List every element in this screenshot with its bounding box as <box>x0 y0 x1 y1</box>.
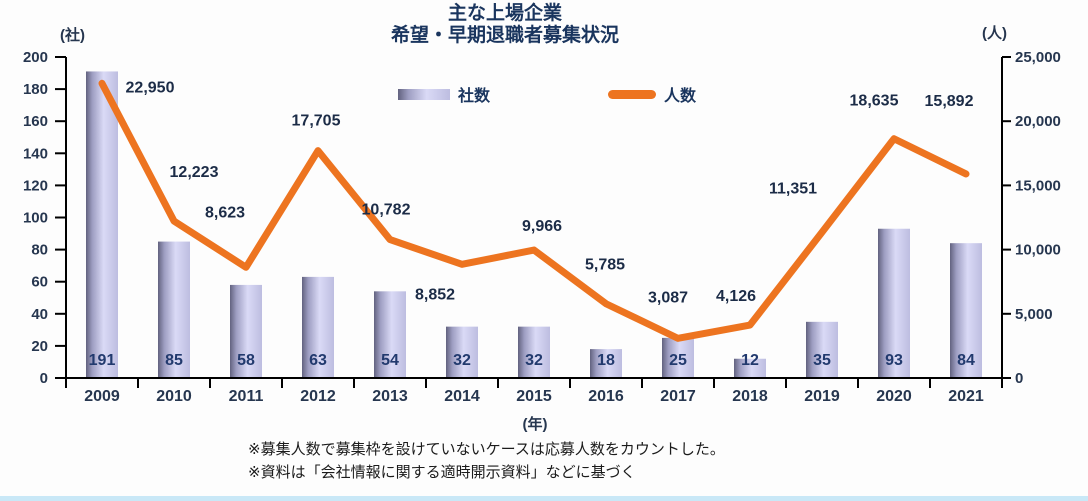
bar-2018 <box>734 358 766 378</box>
x-category-label-2017: 2017 <box>660 388 696 405</box>
point-label-2014: 8,852 <box>415 286 455 303</box>
x-category-label-2011: 2011 <box>229 388 264 405</box>
x-category-label-2020: 2020 <box>876 388 912 405</box>
bar-label-2009: 191 <box>89 352 116 369</box>
legend-label-people: 人数 <box>664 88 697 105</box>
y-left-tick-label: 20 <box>31 338 48 355</box>
x-category-label-2012: 2012 <box>300 388 336 405</box>
point-label-2019: 11,351 <box>769 180 817 197</box>
y-left-tick-label: 160 <box>23 113 48 130</box>
bottom-accent-strip <box>0 496 1088 501</box>
bar-label-2021: 84 <box>957 352 975 369</box>
x-category-label-2015: 2015 <box>516 388 552 405</box>
line-series-people <box>98 79 970 342</box>
point-label-2010: 12,223 <box>170 164 219 181</box>
x-category-label-2009: 2009 <box>84 388 120 405</box>
bar-label-2013: 54 <box>381 352 399 369</box>
bar-label-2017: 25 <box>669 352 687 369</box>
bar-2011 <box>230 284 262 378</box>
footnote-1: ※募集人数で募集枠を設けていないケースは応募人数をカウントした。 <box>248 441 725 458</box>
x-category-label-2018: 2018 <box>732 388 768 405</box>
y-right-tick-label: 0 <box>1015 370 1023 387</box>
point-label-2017: 3,087 <box>648 289 688 306</box>
bar-label-2019: 35 <box>813 352 831 369</box>
point-label-2012: 17,705 <box>292 113 341 130</box>
y-right-tick-label: 25,000 <box>1015 49 1061 66</box>
y-left-tick-label: 60 <box>31 274 48 291</box>
point-label-2011: 8,623 <box>205 204 245 221</box>
bar-2019 <box>806 321 838 378</box>
y-left-tick-label: 180 <box>23 81 48 98</box>
bar-series-swatch-icon <box>398 88 450 100</box>
y-right-tick-label: 15,000 <box>1015 177 1061 194</box>
bar-2012 <box>302 276 334 378</box>
bar-2017 <box>662 337 694 378</box>
point-label-2013: 10,782 <box>362 202 411 219</box>
point-label-2020: 18,635 <box>850 93 899 110</box>
point-label-2015: 9,966 <box>522 218 562 235</box>
bar-2009 <box>86 71 118 378</box>
chart-title-line2: 希望・早期退職者募集状況 <box>390 25 619 46</box>
x-category-label-2019: 2019 <box>804 388 840 405</box>
y-right-tick-label: 20,000 <box>1015 113 1061 130</box>
y-left-tick-label: 0 <box>40 370 48 387</box>
bar-2021 <box>950 243 982 378</box>
point-label-2018: 4,126 <box>716 288 756 305</box>
chart-title-line1: 主な上場企業 <box>447 3 562 24</box>
bar-label-2018: 12 <box>741 352 759 369</box>
bar-label-2015: 32 <box>525 352 543 369</box>
x-category-label-2013: 2013 <box>372 388 408 405</box>
legend-label-companies: 社数 <box>458 88 491 105</box>
bar-2010 <box>158 241 190 378</box>
bar-2020 <box>878 228 910 378</box>
point-label-2016: 5,785 <box>585 257 625 274</box>
bar-label-2016: 18 <box>597 352 615 369</box>
bar-2016 <box>590 349 622 378</box>
y-left-tick-label: 200 <box>23 49 48 66</box>
point-label-2021: 15,892 <box>925 93 974 110</box>
bar-label-2011: 58 <box>237 352 255 369</box>
legend-item-people: 人数 <box>608 84 697 105</box>
x-category-label-2021: 2021 <box>948 388 984 405</box>
right-axis-unit-label: (人) <box>982 25 1007 42</box>
chart-title: 主な上場企業 希望・早期退職者募集状況 <box>0 3 1010 47</box>
y-right-tick-label: 5,000 <box>1015 306 1053 323</box>
bar-2015 <box>518 326 550 378</box>
footnote-2: ※資料は「会社情報に関する適時開示資料」などに基づく <box>248 464 636 481</box>
bar-label-2020: 93 <box>885 352 903 369</box>
bar-2014 <box>446 326 478 378</box>
y-left-tick-label: 120 <box>23 177 48 194</box>
bar-label-2010: 85 <box>165 352 183 369</box>
y-left-tick-label: 40 <box>31 306 48 323</box>
footnotes: ※募集人数で募集枠を設けていないケースは応募人数をカウントした。 ※資料は「会社… <box>248 438 725 484</box>
line-series-swatch-icon <box>608 89 656 99</box>
y-left-tick-label: 140 <box>23 145 48 162</box>
bar-label-2014: 32 <box>453 352 471 369</box>
bar-2013 <box>374 291 406 378</box>
y-left-tick-label: 80 <box>31 242 48 259</box>
bar-label-2012: 63 <box>309 352 327 369</box>
point-label-2009: 22,950 <box>126 79 175 96</box>
legend-item-companies: 社数 <box>398 84 491 105</box>
x-category-label-2016: 2016 <box>588 388 624 405</box>
x-axis-unit-label: (年) <box>522 416 548 433</box>
left-axis-unit-label: (社) <box>60 27 85 44</box>
chart-canvas: 0 20 40 60 80 100 120 140 160 180 200 0 5,000 10,000 1… <box>23 49 1061 405</box>
y-right-tick-label: 10,000 <box>1015 242 1061 259</box>
x-category-label-2010: 2010 <box>156 388 192 405</box>
x-category-label-2014: 2014 <box>444 388 480 405</box>
y-left-tick-label: 100 <box>23 210 48 227</box>
